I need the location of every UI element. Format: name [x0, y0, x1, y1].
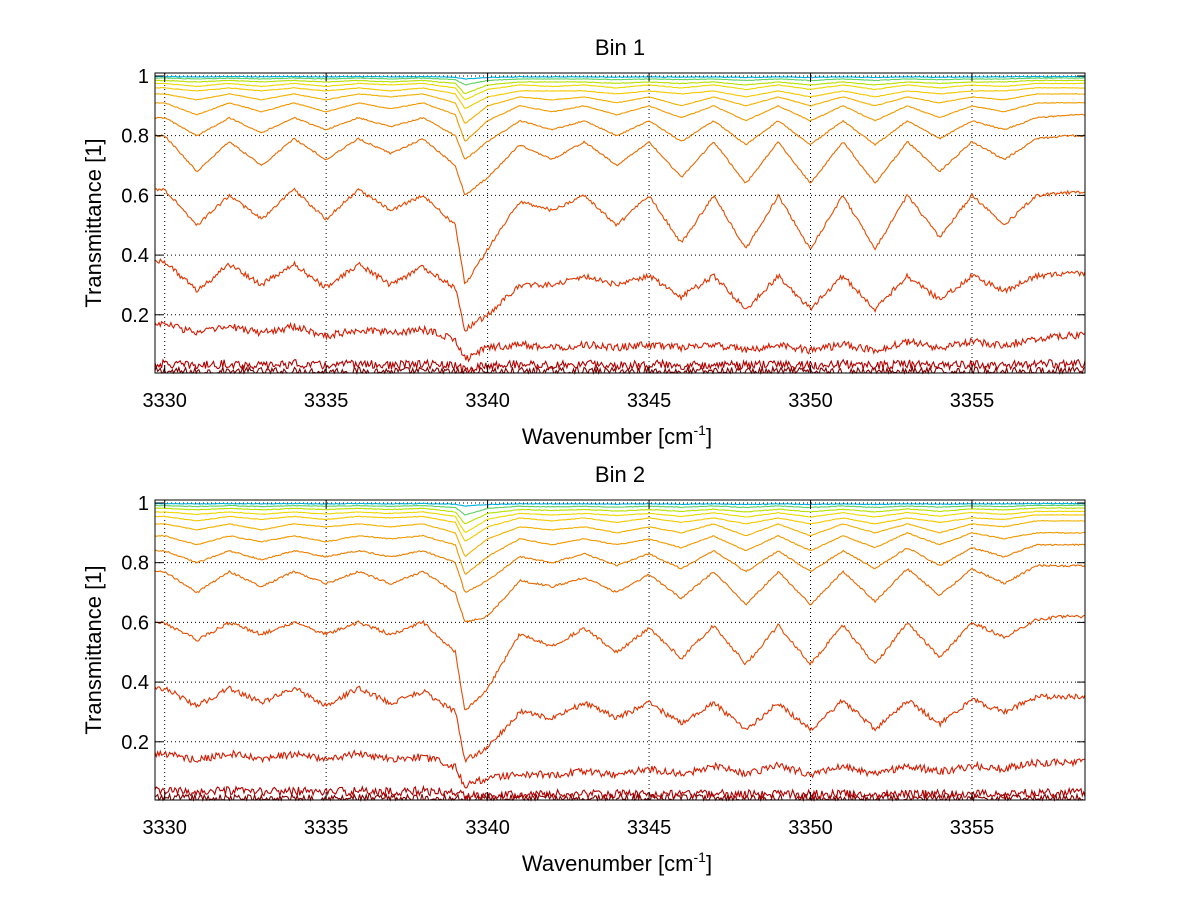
- x-tick-label: 3340: [465, 817, 510, 839]
- y-tick-label: 0.4: [121, 245, 149, 267]
- y-tick-label: 0.4: [121, 672, 149, 694]
- series-line-6: [154, 134, 1086, 196]
- series-line-11: [155, 82, 1086, 100]
- series-line-8: [154, 101, 1086, 142]
- series-line-6: [155, 563, 1086, 623]
- series-line-9: [154, 93, 1086, 124]
- grid: [155, 73, 1085, 373]
- series-line-10: [154, 514, 1086, 542]
- y-axis-label: Transmittance [1]: [81, 565, 106, 734]
- axes-box: [154, 72, 1086, 374]
- x-axis-label: Wavenumber [cm-1]: [522, 849, 712, 876]
- axes-box: [154, 499, 1086, 801]
- x-tick-label: 3355: [950, 390, 995, 412]
- ticks: 3330 3335 3340 3345 3350 3355 0.2 0.4 0.6 0.8 1: [121, 493, 1085, 839]
- y-tick-label: 0.6: [121, 185, 149, 207]
- series-line-13: [154, 504, 1086, 516]
- y-tick-label: 0.2: [121, 305, 149, 327]
- series-line-4: [154, 257, 1086, 332]
- chart-title: Bin 2: [595, 462, 645, 487]
- x-tick-label: 3340: [465, 390, 510, 412]
- x-axis-label-superscript: -1: [694, 422, 707, 438]
- series-line-3: [154, 749, 1085, 789]
- series-line-14: [154, 502, 1086, 507]
- x-tick-label: 3345: [627, 817, 672, 839]
- series-line-8: [154, 531, 1086, 575]
- x-tick-label: 3350: [788, 390, 833, 412]
- series-line-12: [154, 79, 1086, 95]
- y-axis-label: Transmittance [1]: [81, 138, 106, 307]
- series-line-14: [154, 75, 1086, 80]
- ticks: 3330 3335 3340 3345 3350 3355 0.2 0.4 0.6 0.8 1: [121, 66, 1085, 412]
- x-tick-label: 3350: [788, 817, 833, 839]
- series-line-4: [154, 685, 1086, 764]
- x-tick-label: 3345: [627, 390, 672, 412]
- x-axis-label-end: ]: [706, 424, 712, 449]
- series-line-3: [154, 320, 1086, 363]
- x-tick-label: 3335: [304, 390, 349, 412]
- series-line-2: [154, 358, 1086, 374]
- series-line-1: [154, 792, 1085, 803]
- x-tick-label: 3330: [142, 390, 187, 412]
- y-tick-label: 1: [138, 493, 149, 515]
- x-axis-label-main: Wavenumber [cm: [522, 851, 694, 876]
- y-tick-label: 1: [138, 66, 149, 88]
- series-line-5: [154, 614, 1086, 711]
- x-tick-label: 3330: [142, 817, 187, 839]
- grid: [155, 500, 1085, 800]
- x-axis-label-end: ]: [706, 851, 712, 876]
- series-line-2: [154, 784, 1086, 802]
- x-axis-label-main: Wavenumber [cm: [522, 424, 694, 449]
- series-line-9: [154, 520, 1086, 558]
- series-line-13: [154, 77, 1086, 86]
- chart-bin-2: Bin 2 3330 3335 3340 3345 3350 3355 0.2 0.4 0.6 0…: [81, 462, 1086, 876]
- series-group: [154, 502, 1086, 803]
- series-line-7: [154, 543, 1086, 593]
- y-tick-label: 0.8: [121, 126, 149, 148]
- y-tick-label: 0.6: [121, 612, 149, 634]
- chart-title: Bin 1: [595, 35, 645, 60]
- x-axis-label-superscript: -1: [694, 849, 707, 865]
- chart-bin-1: Bin 1 3330 3335 3340 3345 3350 3355 0.2 0.4 0.6 0…: [81, 35, 1086, 449]
- y-tick-label: 0.8: [121, 553, 149, 575]
- series-line-5: [154, 187, 1086, 285]
- x-axis-label: Wavenumber [cm-1]: [522, 422, 712, 449]
- series-line-11: [154, 510, 1086, 533]
- series-group: [154, 75, 1086, 376]
- series-line-12: [155, 507, 1086, 525]
- x-tick-label: 3355: [950, 817, 995, 839]
- y-tick-label: 0.2: [121, 732, 149, 754]
- series-line-7: [154, 113, 1086, 160]
- series-line-10: [154, 87, 1086, 109]
- x-tick-label: 3335: [304, 817, 349, 839]
